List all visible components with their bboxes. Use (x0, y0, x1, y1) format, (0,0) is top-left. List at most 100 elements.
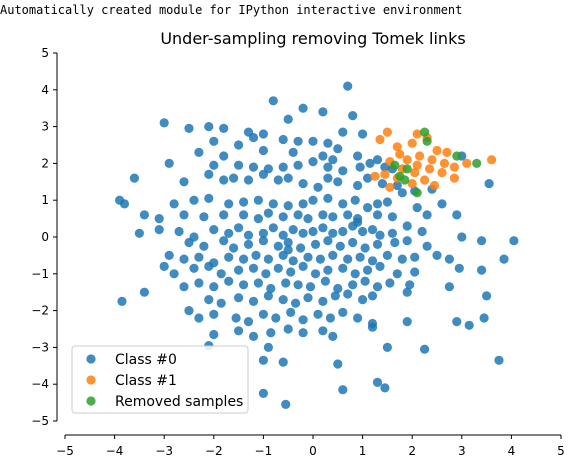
data-point (412, 188, 422, 198)
y-tick-label: −2 (31, 304, 49, 318)
data-point (338, 166, 348, 176)
y-tick-label: 1 (41, 193, 49, 207)
x-tick-label: 1 (359, 444, 367, 458)
data-point (258, 169, 268, 179)
data-point (457, 232, 467, 242)
data-point (397, 188, 407, 198)
data-point (387, 228, 397, 238)
data-point (209, 282, 219, 292)
data-point (323, 265, 333, 275)
data-point (372, 239, 383, 249)
data-point (266, 283, 276, 294)
data-point (343, 254, 353, 264)
data-point (308, 136, 318, 146)
data-point (308, 157, 318, 167)
data-point (258, 309, 268, 319)
y-tick-label: 5 (41, 46, 49, 60)
chart-title: Under-sampling removing Tomek links (160, 29, 465, 48)
data-point (343, 289, 353, 299)
data-point (229, 173, 239, 183)
data-point (216, 269, 226, 279)
data-point (392, 142, 402, 152)
data-point (296, 243, 306, 253)
data-point (189, 263, 199, 273)
data-point (350, 269, 360, 279)
data-point (219, 151, 229, 161)
data-point (174, 226, 184, 237)
data-point (315, 254, 325, 264)
data-point (333, 359, 343, 369)
data-point (372, 282, 383, 292)
data-point (353, 217, 363, 227)
data-point (444, 282, 454, 292)
data-point (154, 214, 164, 224)
data-point (323, 236, 333, 246)
data-point (154, 225, 164, 235)
data-point (449, 162, 459, 172)
data-point (348, 237, 358, 248)
data-point (248, 133, 259, 143)
data-point (258, 228, 268, 238)
data-point (422, 210, 432, 220)
data-point (482, 291, 492, 301)
data-point (308, 226, 318, 237)
data-point (370, 171, 380, 181)
legend: Class #0 Class #1 Removed samples (71, 345, 249, 414)
data-point (422, 241, 432, 251)
data-point (305, 282, 316, 292)
data-point (432, 145, 442, 156)
data-point (353, 313, 363, 323)
data-point (298, 261, 308, 271)
data-point (452, 317, 462, 327)
data-point (499, 254, 509, 264)
data-point (372, 377, 383, 387)
data-point (179, 282, 189, 292)
data-point (239, 210, 249, 220)
y-tick-label: −1 (31, 267, 49, 281)
data-point (358, 295, 368, 305)
data-point (360, 276, 370, 286)
data-point (313, 182, 323, 192)
data-point (338, 226, 348, 237)
data-point (199, 241, 209, 251)
data-point (229, 243, 239, 253)
x-tick-label: 3 (458, 444, 466, 458)
data-point (350, 195, 360, 205)
data-point (310, 269, 321, 279)
data-point (355, 162, 365, 172)
data-point (303, 293, 313, 303)
data-point (484, 179, 494, 189)
data-point (298, 103, 308, 113)
data-point (333, 177, 343, 187)
data-point (224, 252, 234, 262)
data-point (330, 291, 340, 301)
y-tick-label: −4 (31, 377, 49, 391)
data-point (392, 180, 402, 191)
data-point (219, 175, 229, 185)
data-point (164, 158, 174, 168)
data-point (402, 236, 412, 246)
data-point (253, 214, 263, 224)
data-point (293, 210, 303, 220)
data-point (169, 269, 179, 279)
data-point (243, 239, 254, 249)
legend-label: Class #1 (115, 373, 177, 389)
data-point (224, 199, 234, 209)
data-point (318, 223, 328, 233)
data-point (454, 263, 464, 273)
data-point (234, 326, 244, 336)
data-point (239, 280, 249, 290)
data-point (382, 250, 392, 260)
data-point (209, 136, 219, 146)
data-point (253, 195, 263, 205)
data-point (343, 81, 353, 91)
data-point (375, 134, 385, 145)
data-point (444, 254, 454, 264)
data-point (119, 199, 130, 209)
data-point (288, 147, 298, 157)
data-point (395, 149, 405, 159)
legend-label: Removed samples (115, 394, 243, 410)
data-point (410, 267, 420, 277)
data-point (298, 179, 308, 189)
series-3 (390, 127, 482, 198)
